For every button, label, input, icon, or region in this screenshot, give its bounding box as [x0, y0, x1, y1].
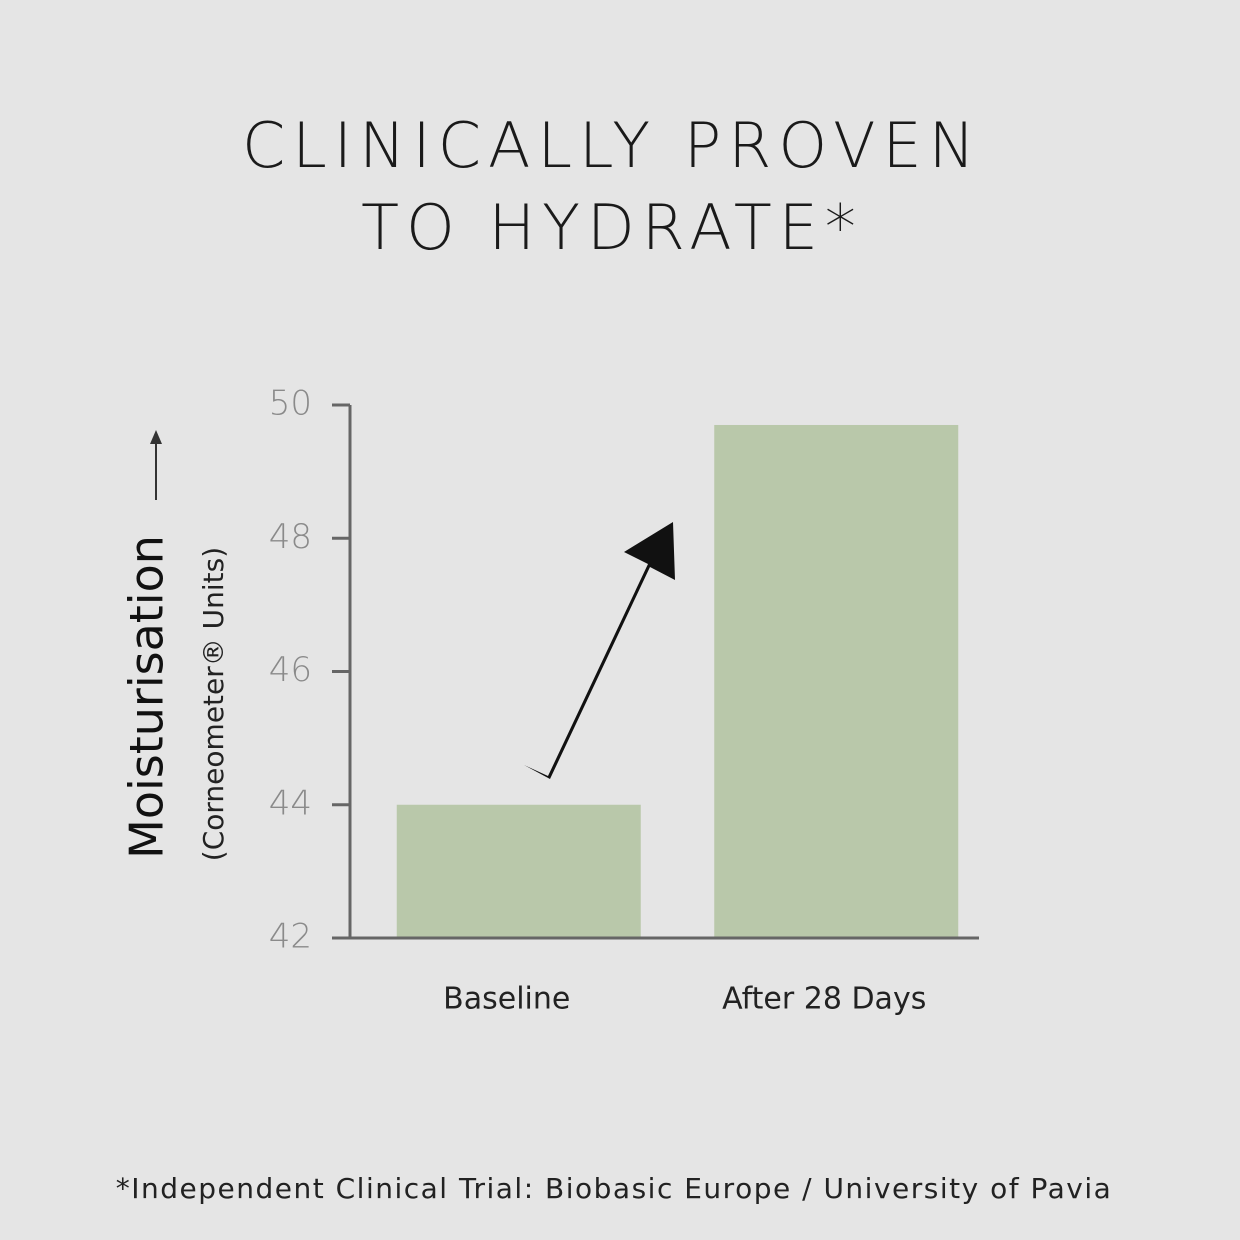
y-axis-label: Moisturisation	[120, 535, 174, 859]
footnote: *Independent Clinical Trial: Biobasic Eu…	[116, 1172, 1113, 1205]
y-tick-label: 46	[269, 650, 312, 690]
trend-arrow	[524, 522, 675, 779]
chart-title: TO HYDRATE*	[361, 191, 863, 264]
y-tick-label: 48	[269, 517, 312, 557]
plot-area: Baseline After 28 Days 42 44 46 48 50	[269, 384, 979, 1017]
x-tick-label: Baseline	[443, 982, 570, 1017]
bar	[396, 804, 641, 938]
y-tick-label: 42	[269, 917, 312, 957]
y-tick-label: 50	[269, 384, 312, 424]
chart-title: CLINICALLY PROVEN	[242, 109, 982, 182]
y-label-arrowhead	[150, 430, 162, 444]
y-tick-label: 44	[269, 783, 312, 823]
x-tick-label: After 28 Days	[722, 982, 926, 1017]
bar	[714, 424, 959, 938]
y-axis-units: (Corneometer® Units)	[197, 547, 230, 861]
